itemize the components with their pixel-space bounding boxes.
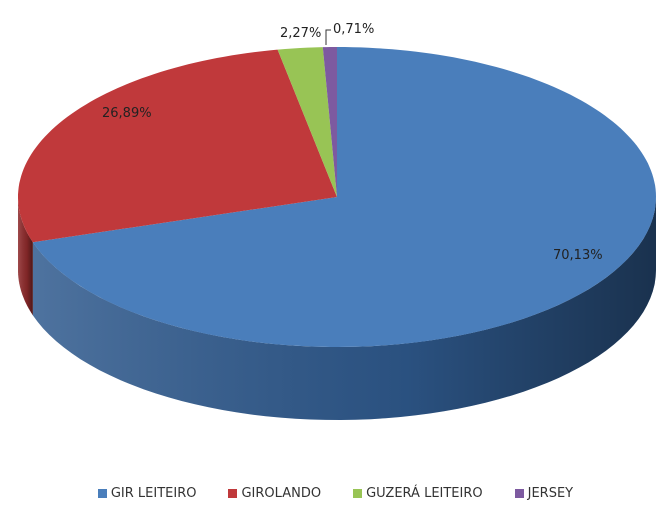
pie-slice-girolando [18, 49, 337, 243]
legend-label: GIR LEITEIRO [110, 486, 197, 501]
data-label-guzera-leiteiro: 2,27% [280, 26, 321, 41]
data-label-jersey: 0,71% [333, 22, 374, 37]
pie-slice-jersey [322, 47, 337, 197]
pie-slice-gir-leiteiro [32, 47, 657, 347]
pie-side-shade-gir-leiteiro [32, 197, 657, 420]
jersey-leader-line [325, 29, 331, 45]
legend-swatch [353, 489, 363, 498]
legend-item-girolando: GIROLANDO [228, 486, 321, 501]
legend-item-guzera-leiteiro: GUZERÁ LEITEIRO [353, 486, 483, 501]
legend-label: JERSEY [527, 486, 574, 501]
data-label-gir-leiteiro: 70,13% [553, 248, 603, 263]
pie-side-shade-girolando [18, 197, 33, 316]
pie-slice-guzer-leiteiro [277, 47, 337, 197]
legend: GIR LEITEIRO GIROLANDO GUZERÁ LEITEIRO J… [0, 486, 671, 501]
legend-item-jersey: JERSEY [514, 486, 574, 501]
legend-item-gir-leiteiro: GIR LEITEIRO [97, 486, 197, 501]
legend-label: GUZERÁ LEITEIRO [366, 486, 483, 501]
data-label-girolando: 26,89% [102, 106, 152, 121]
legend-swatch [228, 489, 238, 498]
legend-label: GIROLANDO [241, 486, 322, 501]
legend-swatch [97, 489, 107, 498]
legend-swatch [514, 489, 524, 498]
